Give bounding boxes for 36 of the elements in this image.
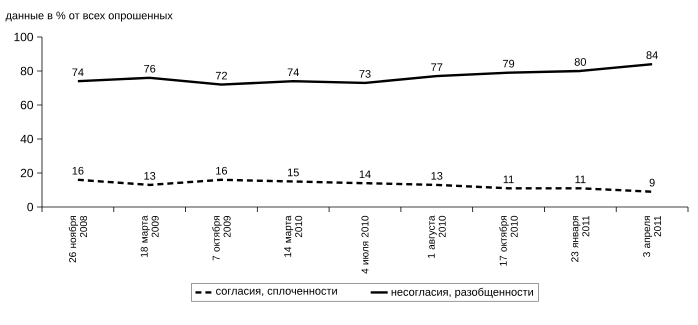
legend-label: согласия, сплоченности [216, 288, 337, 296]
data-label: 74 [288, 68, 299, 76]
x-tick-label: 4 июля 2010 [361, 216, 369, 274]
data-label: 16 [216, 166, 228, 175]
y-tick-label: 100 [14, 32, 34, 42]
x-tick-label: 14 марта 2010 [284, 215, 302, 257]
data-label: 79 [503, 60, 514, 68]
x-tick-label: 23 января 2011 [571, 216, 590, 262]
x-tick-label: 1 августа 2010 [428, 215, 446, 258]
data-label: 13 [432, 172, 442, 180]
data-label: 9 [650, 178, 655, 187]
data-label: 15 [288, 168, 299, 176]
data-label: 11 [575, 176, 586, 184]
data-label: 13 [144, 172, 156, 180]
y-tick-label: 60 [20, 100, 34, 110]
y-tick-label: 20 [20, 168, 34, 178]
y-tick-label: 80 [20, 66, 34, 76]
legend-label: несогласия, разобщенности [392, 288, 533, 298]
data-label: 76 [144, 64, 156, 73]
x-tick-label: 17 октября 2010 [499, 216, 518, 266]
data-label: 84 [646, 51, 658, 60]
data-label: 16 [72, 166, 84, 175]
data-label: 11 [504, 176, 514, 184]
y-tick-label: 40 [20, 134, 34, 144]
data-label: 72 [216, 72, 227, 80]
y-tick-label: 0 [27, 202, 34, 212]
x-tick-label: 18 марта 2009 [140, 215, 159, 257]
x-tick-label: 3 апреля 2011 [643, 216, 662, 257]
data-label: 74 [72, 68, 84, 76]
data-label: 80 [574, 58, 586, 66]
x-tick-label: 26 ноября 2008 [68, 216, 88, 262]
x-tick-label: 7 октября 2009 [212, 216, 231, 260]
data-label: 73 [359, 70, 371, 78]
chart-title: данные в % от всех опрошенных [6, 12, 173, 22]
data-label: 14 [360, 170, 371, 178]
data-label: 77 [431, 63, 442, 71]
